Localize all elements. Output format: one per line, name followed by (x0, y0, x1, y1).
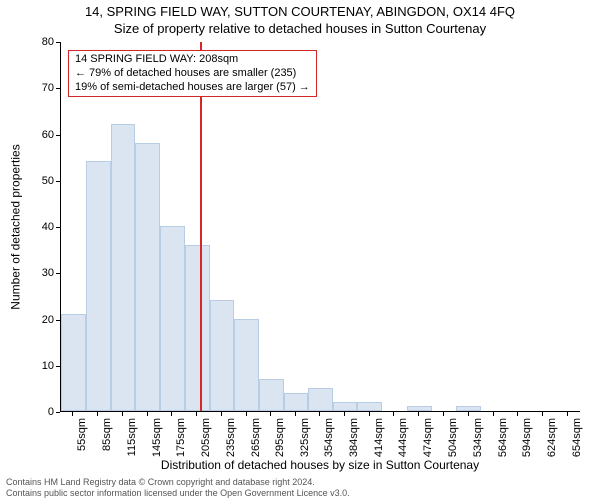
x-tick-label: 444sqm (397, 418, 409, 457)
x-tick-label: 55sqm (76, 418, 88, 451)
x-tick-label: 354sqm (323, 418, 335, 457)
title-main: 14, SPRING FIELD WAY, SUTTON COURTENAY, … (0, 4, 600, 19)
y-tick (56, 88, 60, 89)
x-tick (567, 412, 568, 416)
histogram-bar (284, 393, 308, 412)
y-tick-label: 0 (24, 406, 54, 418)
histogram-bar (61, 314, 86, 411)
x-tick (122, 412, 123, 416)
x-tick-label: 474sqm (422, 418, 434, 457)
x-tick (393, 412, 394, 416)
x-tick (295, 412, 296, 416)
y-tick (56, 412, 60, 413)
x-tick (319, 412, 320, 416)
y-tick (56, 273, 60, 274)
y-tick (56, 135, 60, 136)
x-tick-label: 175sqm (175, 418, 187, 457)
title-sub: Size of property relative to detached ho… (0, 21, 600, 36)
x-tick (221, 412, 222, 416)
x-tick-label: 295sqm (274, 418, 286, 457)
y-tick (56, 227, 60, 228)
x-tick-label: 414sqm (373, 418, 385, 457)
x-tick-label: 145sqm (151, 418, 163, 457)
x-tick-label: 504sqm (447, 418, 459, 457)
x-tick (418, 412, 419, 416)
histogram-bar (456, 406, 481, 411)
footer-line2: Contains public sector information licen… (6, 488, 350, 498)
y-tick-label: 70 (24, 82, 54, 94)
x-tick (493, 412, 494, 416)
histogram-bar (234, 319, 259, 412)
y-axis-label: Number of detached properties (8, 42, 24, 412)
y-tick-label: 60 (24, 129, 54, 141)
histogram-bar (185, 245, 210, 412)
plot-area (60, 42, 580, 412)
histogram-bar (210, 300, 235, 411)
x-tick (72, 412, 73, 416)
x-tick-label: 564sqm (497, 418, 509, 457)
x-tick (517, 412, 518, 416)
x-tick (542, 412, 543, 416)
x-axis-label: Distribution of detached houses by size … (60, 458, 580, 472)
x-tick (270, 412, 271, 416)
y-tick-label: 40 (24, 221, 54, 233)
footer-line1: Contains HM Land Registry data © Crown c… (6, 477, 350, 487)
x-tick (147, 412, 148, 416)
footer-credits: Contains HM Land Registry data © Crown c… (6, 477, 350, 498)
annotation-line3: 19% of semi-detached houses are larger (… (75, 81, 310, 95)
annotation-line2: ← 79% of detached houses are smaller (23… (75, 67, 310, 81)
x-tick-label: 265sqm (250, 418, 262, 457)
y-tick-label: 10 (24, 360, 54, 372)
x-tick-label: 205sqm (200, 418, 212, 457)
x-tick (196, 412, 197, 416)
y-tick-label: 30 (24, 267, 54, 279)
histogram-bar (308, 388, 333, 411)
x-tick (246, 412, 247, 416)
histogram-bar (407, 406, 432, 411)
x-tick (443, 412, 444, 416)
x-tick-label: 654sqm (571, 418, 583, 457)
histogram-bar (333, 402, 358, 411)
x-tick-label: 594sqm (521, 418, 533, 457)
x-tick (344, 412, 345, 416)
y-tick (56, 42, 60, 43)
y-tick (56, 320, 60, 321)
x-tick-label: 115sqm (126, 418, 138, 456)
x-tick-label: 624sqm (546, 418, 558, 457)
histogram-bar (160, 226, 185, 411)
y-tick-label: 80 (24, 36, 54, 48)
x-tick (171, 412, 172, 416)
x-tick (369, 412, 370, 416)
x-tick (97, 412, 98, 416)
x-tick-label: 85sqm (101, 418, 113, 451)
marker-line (200, 42, 202, 411)
histogram-bar (86, 161, 111, 411)
annotation-box: 14 SPRING FIELD WAY: 208sqm← 79% of deta… (68, 50, 317, 97)
y-tick-label: 20 (24, 314, 54, 326)
y-tick-label: 50 (24, 175, 54, 187)
y-tick (56, 181, 60, 182)
x-tick-label: 384sqm (348, 418, 360, 457)
x-tick (468, 412, 469, 416)
y-tick (56, 366, 60, 367)
histogram-bar (111, 124, 136, 411)
annotation-line1: 14 SPRING FIELD WAY: 208sqm (75, 53, 310, 67)
histogram-bar (259, 379, 284, 411)
histogram-bar (357, 402, 382, 411)
x-tick-label: 534sqm (472, 418, 484, 457)
histogram-bar (135, 143, 160, 411)
x-tick-label: 235sqm (225, 418, 237, 457)
chart-container: 14, SPRING FIELD WAY, SUTTON COURTENAY, … (0, 0, 600, 500)
x-tick-label: 325sqm (299, 418, 311, 457)
